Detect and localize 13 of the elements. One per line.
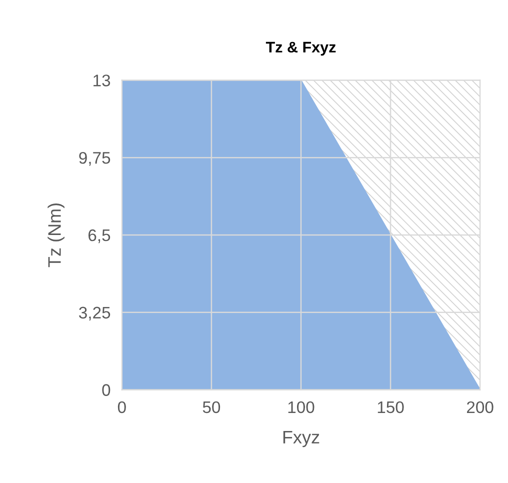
x-tick-label: 200 [466,401,494,414]
y-tick-label: 13 [94,74,110,86]
y-tick-label: 3,25 [79,306,110,321]
x-tick-label: 100 [288,401,314,414]
chart-title: Tz & Fxyz [266,42,336,56]
y-tick-label: 0 [102,384,110,396]
x-tick-label: 0 [118,401,126,414]
x-tick-label: 50 [202,401,220,414]
y-axis-title: Tz (Nm) [48,204,64,268]
y-tick-label: 6,5 [88,229,110,244]
x-axis-title: Fxyz [283,430,320,448]
y-tick-label: 9,75 [79,152,110,166]
x-tick-label: 150 [378,401,404,414]
